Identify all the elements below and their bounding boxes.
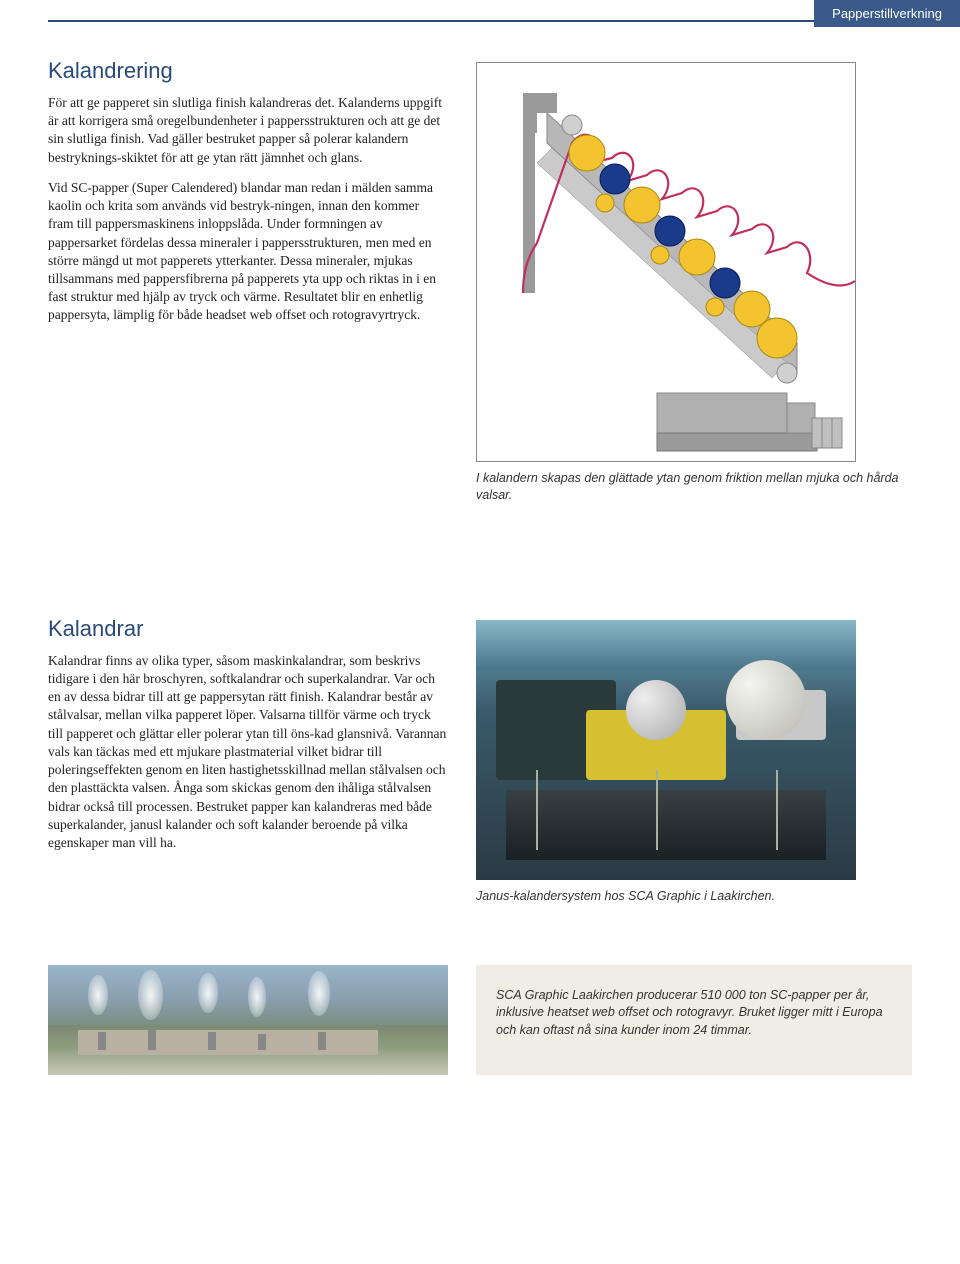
info-callout-box: SCA Graphic Laakirchen producerar 510 00… [476, 965, 912, 1075]
section2-title: Kalandrar [48, 616, 448, 642]
photo-caption: Janus-kalandersystem hos SCA Graphic i L… [476, 888, 912, 905]
janus-calender-photo [476, 620, 856, 880]
section1-para1: För att ge papperet sin slutliga finish … [48, 94, 448, 167]
calender-diagram [476, 62, 856, 462]
aerial-mill-photo [48, 965, 448, 1075]
section1-title: Kalandrering [48, 58, 448, 84]
section2-para1: Kalandrar finns av olika typer, såsom ma… [48, 652, 448, 852]
diagram-caption: I kalandern skapas den glättade ytan gen… [476, 470, 912, 504]
header-rule: Papperstillverkning [48, 20, 912, 22]
header-category-tag: Papperstillverkning [814, 0, 960, 27]
info-callout-text: SCA Graphic Laakirchen producerar 510 00… [496, 987, 892, 1040]
section1-para2: Vid SC-papper (Super Calendered) blandar… [48, 179, 448, 325]
